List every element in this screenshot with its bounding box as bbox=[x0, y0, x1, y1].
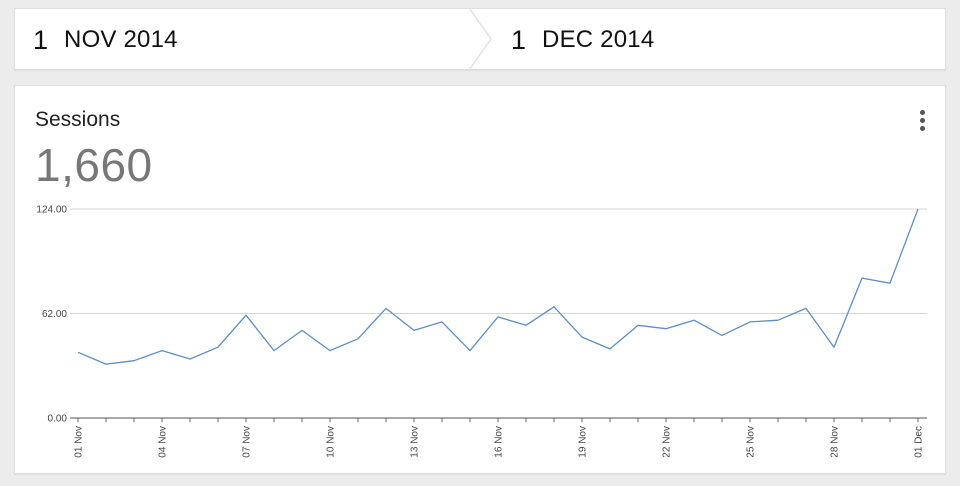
end-date-selector[interactable]: 1 DEC 2014 bbox=[511, 9, 654, 71]
start-date-selector[interactable]: 1 NOV 2014 bbox=[33, 9, 178, 71]
data-point bbox=[832, 346, 835, 349]
data-point bbox=[888, 282, 891, 285]
start-date-month: NOV 2014 bbox=[64, 26, 178, 53]
y-tick-label: 62.00 bbox=[42, 309, 67, 320]
series-line bbox=[77, 208, 919, 365]
metric-value: 1,660 bbox=[35, 139, 153, 191]
data-point bbox=[552, 305, 555, 308]
data-point bbox=[188, 357, 191, 360]
more-vert-icon[interactable] bbox=[917, 110, 927, 134]
x-tick-label: 16 Nov bbox=[494, 426, 505, 458]
x-tick-label: 10 Nov bbox=[326, 426, 337, 458]
data-point bbox=[804, 307, 807, 310]
metric-label: Sessions bbox=[35, 108, 121, 131]
data-point bbox=[748, 320, 751, 323]
data-point bbox=[608, 347, 611, 350]
x-tick-label: 07 Nov bbox=[242, 426, 253, 458]
x-tick-label: 04 Nov bbox=[158, 426, 169, 458]
data-point bbox=[524, 324, 527, 327]
data-point bbox=[664, 327, 667, 330]
x-tick-label: 25 Nov bbox=[746, 426, 757, 458]
x-tick-label: 19 Nov bbox=[578, 426, 589, 458]
sessions-card: Sessions 1,660 0.00 62.00 124.00 01 Nov 04 N… bbox=[14, 85, 946, 474]
data-point bbox=[496, 315, 499, 318]
data-point bbox=[916, 207, 919, 210]
data-point bbox=[580, 335, 583, 338]
data-point bbox=[356, 337, 359, 340]
data-point bbox=[104, 362, 107, 365]
data-point bbox=[720, 334, 723, 337]
data-point bbox=[468, 349, 471, 352]
x-tick-label: 01 Nov bbox=[74, 426, 85, 458]
data-point bbox=[328, 349, 331, 352]
data-point bbox=[272, 349, 275, 352]
data-point bbox=[860, 277, 863, 280]
x-tick-label: 01 Dec bbox=[914, 426, 925, 458]
data-point bbox=[636, 324, 639, 327]
x-tick-label: 13 Nov bbox=[410, 426, 421, 458]
data-point bbox=[216, 346, 219, 349]
data-point bbox=[160, 349, 163, 352]
end-date-day: 1 bbox=[511, 24, 527, 55]
x-tick-label: 22 Nov bbox=[662, 426, 673, 458]
data-point bbox=[384, 307, 387, 310]
data-point bbox=[440, 320, 443, 323]
end-date-month: DEC 2014 bbox=[542, 26, 655, 53]
y-tick-label: 124.00 bbox=[36, 205, 67, 216]
date-separator-chevron-icon bbox=[468, 8, 492, 70]
data-point bbox=[244, 314, 247, 317]
data-point bbox=[300, 329, 303, 332]
x-tick-label: 28 Nov bbox=[830, 426, 841, 458]
data-point bbox=[76, 351, 79, 354]
data-point bbox=[692, 319, 695, 322]
data-point bbox=[412, 329, 415, 332]
date-range-bar: 1 NOV 2014 1 DEC 2014 bbox=[14, 8, 946, 70]
data-point bbox=[776, 319, 779, 322]
y-tick-label: 0.00 bbox=[48, 414, 68, 425]
start-date-day: 1 bbox=[33, 24, 49, 55]
sessions-line-chart: 0.00 62.00 124.00 01 Nov 04 Nov 07 Nov 10 Nov 1… bbox=[36, 205, 927, 458]
data-point bbox=[132, 359, 135, 362]
